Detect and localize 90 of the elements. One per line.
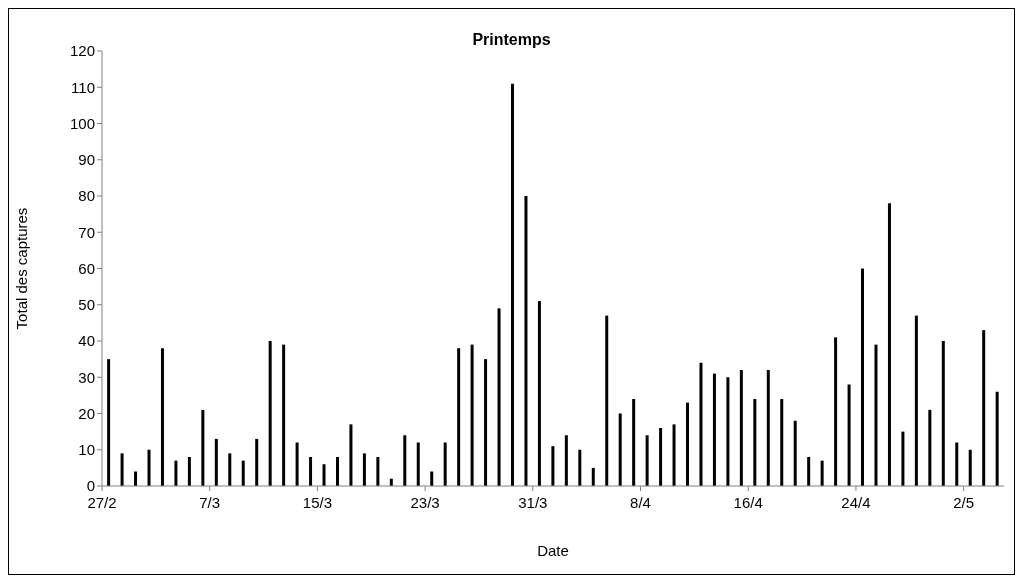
bar [551, 446, 555, 486]
bar [807, 457, 811, 486]
bar [618, 413, 622, 486]
x-tick-label: 23/3 [410, 494, 440, 511]
bar [362, 453, 366, 486]
bar [995, 391, 999, 486]
bar [322, 464, 326, 486]
bar [201, 409, 205, 486]
bar [107, 359, 111, 486]
bar [564, 435, 568, 486]
x-tick-label: 2/5 [953, 494, 975, 511]
bar [914, 315, 918, 486]
chart-title: Printemps [472, 31, 551, 48]
bar [834, 337, 838, 486]
bar [268, 341, 272, 486]
bar [861, 268, 865, 486]
y-tick-label: 50 [78, 296, 95, 314]
bar [847, 384, 851, 486]
x-tick-label: 8/4 [630, 494, 651, 511]
bar [686, 402, 690, 486]
bar [712, 373, 716, 486]
x-tick-label: 31/3 [518, 494, 548, 511]
y-tick-label: 120 [69, 42, 95, 60]
y-tick-label: 90 [78, 151, 95, 169]
bar [214, 438, 218, 486]
bar [228, 453, 232, 486]
bar [457, 348, 461, 486]
bar [524, 196, 528, 486]
y-tick-label: 0 [86, 477, 95, 495]
bar [497, 308, 501, 486]
bar [174, 460, 178, 486]
bar [120, 453, 124, 486]
bar [578, 449, 582, 486]
bar [739, 370, 743, 486]
bar [766, 370, 770, 486]
bar [780, 399, 784, 486]
x-axis-title: Date [537, 542, 569, 559]
bar [160, 348, 164, 486]
x-tick-label: 24/4 [841, 494, 871, 511]
bar [941, 341, 945, 486]
bar [147, 449, 151, 486]
y-tick-label: 70 [78, 223, 95, 241]
bar [591, 467, 595, 486]
bar [955, 442, 959, 486]
bar [874, 344, 878, 486]
bar [282, 344, 286, 486]
bar [349, 424, 353, 486]
y-tick-label: 80 [78, 187, 95, 205]
bar [255, 438, 259, 486]
y-tick-label: 40 [78, 332, 95, 350]
bar [295, 442, 299, 486]
bar [699, 362, 703, 486]
bar [484, 359, 488, 486]
bar [645, 435, 649, 486]
bar [376, 457, 380, 486]
y-tick-label: 60 [78, 259, 95, 277]
bar [416, 442, 420, 486]
y-tick-label: 110 [71, 78, 95, 96]
bar [982, 330, 986, 486]
bar [335, 457, 339, 486]
x-tick-label: 15/3 [302, 494, 332, 511]
bar [820, 460, 824, 486]
bar [605, 315, 609, 486]
bar [443, 442, 447, 486]
bar [726, 377, 730, 486]
y-tick-label: 10 [78, 441, 95, 459]
bar [470, 344, 474, 486]
x-tick-label: 27/2 [87, 494, 117, 511]
bar [968, 449, 972, 486]
x-tick-label: 16/4 [733, 494, 763, 511]
y-tick-label: 100 [69, 114, 95, 132]
bar [309, 457, 313, 486]
bar [403, 435, 407, 486]
bar [187, 457, 191, 486]
bar [537, 301, 541, 486]
bar [632, 399, 636, 486]
bar [241, 460, 245, 486]
bar [793, 420, 797, 486]
bar [901, 431, 905, 486]
x-tick-label: 7/3 [199, 494, 221, 511]
y-tick-label: 20 [78, 404, 95, 422]
bar [753, 399, 757, 486]
y-axis-title: Total des captures [13, 207, 31, 330]
bar [511, 83, 514, 486]
y-tick-label: 30 [78, 368, 95, 386]
bar [887, 203, 891, 486]
bar [672, 424, 676, 486]
bar [134, 471, 138, 486]
bar [659, 428, 663, 486]
bar [928, 409, 932, 486]
